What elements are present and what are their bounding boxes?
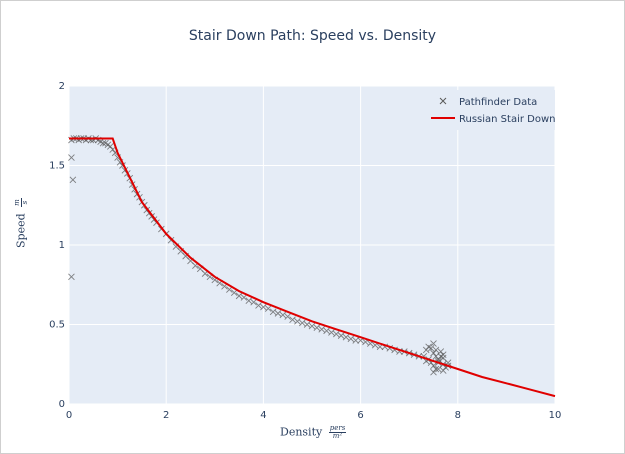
scatter-point [347,335,355,343]
scatter-point [432,346,440,354]
x-tick-label: 6 [357,410,363,421]
scatter-point [289,316,296,324]
x-tick-label: 10 [549,410,562,421]
scatter-point [439,367,447,374]
scatter-point [235,292,243,300]
scatter-point [274,310,282,317]
chart-title: Stair Down Path: Speed vs. Density [188,28,437,44]
scatter-point [427,345,435,352]
scatter-point [260,303,267,311]
scatter-point [240,294,248,301]
scatter-point [437,352,445,360]
scatter-point [255,302,262,309]
x-axis-label-text: Density [280,425,323,439]
scatter-point [430,368,437,376]
scatter-point [437,348,445,355]
scatter-point [422,346,430,354]
y-axis-label: Speed m s [13,198,29,248]
x-axis-label: Density pers m² [280,424,347,440]
scatter-point [313,324,321,331]
x-axis-unit: pers m² [328,424,347,440]
x-tick-label: 0 [66,410,72,421]
scatter-point [230,289,238,297]
scatter-point [109,146,117,153]
scatter-point [318,325,326,333]
scatter-point [167,236,175,244]
scatter-point [294,318,301,325]
legend-box [426,90,555,130]
scatter-point [352,337,360,344]
grid-lines [68,85,556,405]
scatter-point [264,305,272,312]
scatter-point [68,154,75,161]
tick-labels: 0 2 4 6 8 10 0 0.5 1 1.5 2 [49,81,561,421]
scatter-point [308,322,316,330]
scatter-point [323,327,330,335]
scatter-point [430,340,437,347]
scatter-point [279,311,287,319]
scatter-point [106,143,114,150]
scatter-point [342,333,350,341]
scatter-point [298,319,306,327]
scatter-point [68,273,75,281]
scatter-point [245,297,253,304]
legend-marker-scatter [439,97,447,105]
x-tick-label: 2 [163,410,169,421]
y-tick-label: 0.5 [49,320,65,331]
scatter-point [332,330,340,338]
scatter-point [328,329,335,336]
scatter-point [69,176,77,184]
line-series [69,137,556,398]
y-tick-label: 0 [59,399,65,410]
scatter-point [250,298,257,306]
line-russian-stair-down [69,137,556,398]
x-axis-unit-num: pers [328,424,347,433]
y-axis-unit-den: s [21,200,29,205]
y-tick-label: 1.5 [49,161,65,172]
scatter-point [99,139,107,147]
x-tick-label: 4 [260,410,266,421]
scatter-point [269,308,277,316]
legend-label-pathfinder[interactable]: Pathfinder Data [459,97,537,108]
scatter-point [303,321,311,328]
x-tick-label: 8 [455,410,461,421]
scatter-point [430,349,437,357]
scatter-point [284,313,292,320]
legend[interactable]: Pathfinder Data Russian Stair Down [426,90,555,130]
y-tick-label: 2 [59,81,65,92]
y-axis-unit: m s [13,198,29,207]
legend-label-russian[interactable]: Russian Stair Down [459,114,555,125]
scatter-point [337,332,345,339]
x-axis-unit-den: m² [332,432,343,440]
y-axis-label-text: Speed [14,213,28,248]
y-tick-label: 1 [59,240,65,251]
scatter-point [432,365,440,373]
